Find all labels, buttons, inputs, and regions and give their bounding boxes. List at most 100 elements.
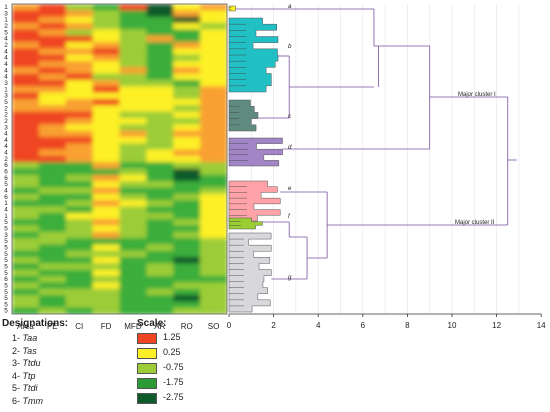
heatmap-cell (173, 276, 201, 283)
heatmap-cell (65, 98, 94, 106)
heatmap-cell (12, 48, 40, 56)
heatmap-cell (119, 257, 147, 264)
row-label: 5 (4, 257, 8, 264)
heatmap-cell (200, 4, 227, 11)
heatmap-cell (12, 149, 40, 157)
heatmap-cell (38, 124, 67, 132)
heatmap-cell (119, 48, 147, 56)
heatmap-cell (38, 269, 67, 277)
heatmap-cell (65, 231, 94, 239)
heatmap-cell (65, 200, 94, 208)
major-cluster-2-label: Major cluster II (455, 220, 495, 226)
row-label: 4 (4, 207, 8, 214)
heatmap-cell (65, 269, 94, 277)
heatmap-cell (119, 288, 147, 296)
heatmap-cell (38, 181, 67, 189)
heatmap-cell (65, 79, 94, 87)
heatmap-cell (12, 162, 40, 170)
heatmap-cell (65, 16, 94, 24)
heatmap-cell (92, 263, 121, 271)
heatmap-cell (38, 60, 67, 68)
heatmap-cell (173, 307, 201, 314)
heatmap-cell (12, 187, 40, 195)
heatmap-cell (12, 225, 40, 233)
heatmap-cell (146, 301, 174, 309)
heatmap-cell (38, 263, 67, 271)
heatmap-cell (65, 41, 94, 49)
heatmap-cell (146, 29, 174, 37)
cluster-boxes (228, 5, 283, 313)
heatmap-cell (146, 276, 174, 283)
heatmap-cell (92, 149, 121, 157)
heatmap-cell (119, 231, 147, 239)
heatmap-cell (200, 73, 227, 81)
heatmap-cell (12, 29, 40, 37)
heatmap-cell (12, 98, 40, 106)
heatmap-cell (12, 238, 40, 246)
heatmap-cell (119, 117, 147, 125)
designation-name: Tmm (22, 396, 44, 406)
heatmap-cell (173, 168, 201, 176)
heatmap-cell (12, 231, 40, 239)
heatmap-cell (65, 86, 94, 94)
designation-number: 5- (12, 383, 23, 394)
heatmap-cell (119, 54, 147, 62)
heatmap-cell (200, 193, 227, 201)
scale-item: -0.75 (137, 362, 277, 375)
designation-name: Ttp (22, 370, 36, 381)
heatmap-cell (38, 193, 67, 201)
heatmap-cell (200, 130, 227, 138)
row-label: 5 (4, 238, 8, 245)
heatmap-cell (38, 10, 67, 18)
heatmap-cell (146, 16, 174, 24)
heatmap-cell (119, 174, 147, 182)
heatmap-cell (12, 35, 40, 43)
heatmap-cell (146, 155, 174, 163)
heatmap-cell (200, 244, 227, 252)
heatmap-cell (38, 225, 67, 233)
row-label: 2 (4, 23, 8, 30)
heatmap-cell (119, 35, 147, 43)
heatmap-cell (65, 143, 94, 151)
heatmap-cell (200, 105, 227, 113)
row-label: 5 (4, 270, 8, 277)
heatmap-cell (12, 105, 40, 113)
heatmap-cell (65, 295, 94, 302)
heatmap-cell (173, 282, 201, 290)
heatmap-cell (200, 111, 227, 119)
designation-name: Tas (22, 345, 37, 356)
scale-swatch (137, 363, 157, 374)
scale-swatch (137, 348, 157, 359)
heatmap-cell (173, 48, 201, 56)
heatmap-cell (92, 22, 121, 30)
heatmap-cell (92, 48, 121, 56)
heatmap-cell (12, 257, 40, 264)
scale-swatch (137, 333, 157, 344)
designation-number: 1- (12, 333, 23, 343)
heatmap-cell (38, 48, 67, 56)
row-label: 1 (4, 4, 8, 11)
heatmap-cell (173, 257, 201, 264)
row-label: 4 (4, 55, 8, 62)
heatmap-cell (146, 111, 174, 119)
heatmap-cell (65, 238, 94, 246)
heatmap-cell (92, 4, 121, 11)
heatmap-cell (173, 105, 201, 113)
heatmap-cell (92, 231, 121, 239)
heatmap-cell (38, 54, 67, 62)
heatmap-cell (173, 155, 201, 163)
heatmap-cell (146, 124, 174, 132)
heatmap-cell (173, 98, 201, 106)
heatmap-cell (92, 54, 121, 62)
heatmap-cell (92, 73, 121, 81)
heatmap-cell (173, 35, 201, 43)
heatmap-cell (200, 200, 227, 208)
row-label: 3 (4, 10, 8, 17)
heatmap-cell (173, 301, 201, 309)
heatmap-cell (92, 257, 121, 264)
heatmap-cell (173, 136, 201, 144)
heatmap-cell (146, 257, 174, 264)
heatmap-cell (38, 73, 67, 81)
heatmap-cell (38, 212, 67, 220)
cluster-box-d (228, 137, 283, 167)
